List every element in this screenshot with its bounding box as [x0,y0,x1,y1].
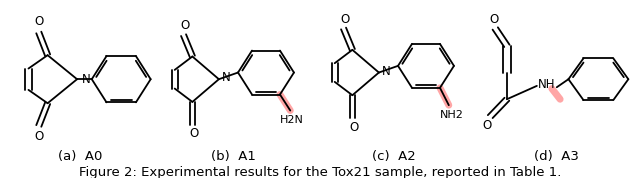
Text: O: O [340,13,349,26]
Text: NH: NH [538,78,556,91]
Text: Figure 2: Experimental results for the Tox21 sample, reported in Table 1.: Figure 2: Experimental results for the T… [79,166,561,178]
Text: H2N: H2N [280,115,304,125]
Text: (a)  A0: (a) A0 [58,150,102,163]
Text: O: O [483,119,492,132]
Text: O: O [349,121,358,134]
Text: NH2: NH2 [440,109,464,119]
Text: N: N [222,71,230,84]
Text: O: O [189,127,198,140]
Text: N: N [382,65,390,78]
Text: O: O [34,15,44,28]
Text: O: O [180,19,189,32]
Text: N: N [81,73,90,86]
Text: O: O [34,130,44,143]
Text: (c)  A2: (c) A2 [372,150,415,163]
Text: (d)  A3: (d) A3 [534,150,579,163]
Text: (b)  A1: (b) A1 [211,150,256,163]
Text: O: O [489,13,498,26]
